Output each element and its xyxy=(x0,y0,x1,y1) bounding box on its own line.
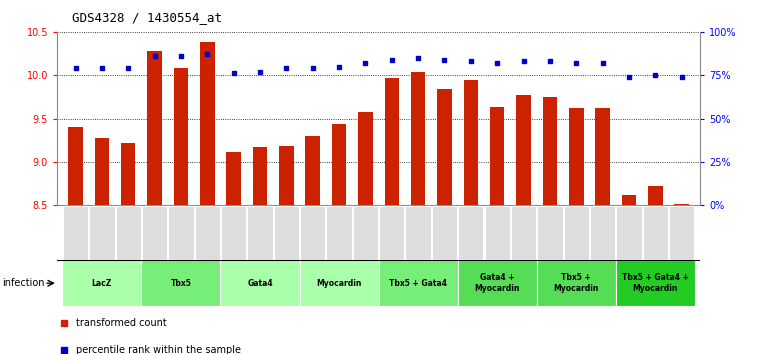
Text: Gata4: Gata4 xyxy=(247,279,272,288)
Bar xyxy=(537,206,562,259)
Bar xyxy=(353,206,378,259)
Bar xyxy=(305,136,320,205)
Text: LacZ: LacZ xyxy=(91,279,112,288)
Bar xyxy=(379,260,457,306)
Bar xyxy=(253,147,267,205)
Bar xyxy=(326,206,352,259)
Bar xyxy=(457,260,537,306)
Bar xyxy=(142,260,221,306)
Bar xyxy=(431,206,457,259)
Bar xyxy=(279,146,294,205)
Text: GDS4328 / 1430554_at: GDS4328 / 1430554_at xyxy=(72,11,222,24)
Bar xyxy=(669,206,694,259)
Bar xyxy=(616,206,642,259)
Bar xyxy=(221,260,300,306)
Bar xyxy=(569,108,584,205)
Bar xyxy=(174,68,188,205)
Bar xyxy=(300,260,379,306)
Bar xyxy=(274,206,299,259)
Text: Tbx5 +
Myocardin: Tbx5 + Myocardin xyxy=(553,274,599,293)
Bar xyxy=(94,138,109,205)
Bar xyxy=(62,260,142,306)
Bar xyxy=(384,78,399,205)
Bar xyxy=(68,127,83,205)
Bar xyxy=(643,206,668,259)
Bar xyxy=(537,260,616,306)
Bar xyxy=(485,206,510,259)
Bar xyxy=(564,206,589,259)
Bar xyxy=(490,107,505,205)
Text: infection: infection xyxy=(2,278,45,288)
Text: Gata4 +
Myocardin: Gata4 + Myocardin xyxy=(475,274,520,293)
Bar xyxy=(148,51,162,205)
Bar xyxy=(200,42,215,205)
Bar xyxy=(406,206,431,259)
Text: Myocardin: Myocardin xyxy=(317,279,361,288)
Bar xyxy=(227,152,241,205)
Bar xyxy=(142,206,167,259)
Bar xyxy=(458,206,483,259)
Bar xyxy=(89,206,114,259)
Bar xyxy=(379,206,404,259)
Text: Tbx5: Tbx5 xyxy=(170,279,191,288)
Text: transformed count: transformed count xyxy=(76,318,167,328)
Bar xyxy=(221,206,247,259)
Bar xyxy=(247,206,272,259)
Bar xyxy=(63,206,88,259)
Bar xyxy=(516,95,530,205)
Bar xyxy=(121,143,135,205)
Text: percentile rank within the sample: percentile rank within the sample xyxy=(76,344,241,354)
Bar xyxy=(595,108,610,205)
Text: Tbx5 + Gata4 +
Myocardin: Tbx5 + Gata4 + Myocardin xyxy=(622,274,689,293)
Bar xyxy=(438,89,452,205)
Bar xyxy=(463,80,478,205)
Bar xyxy=(622,195,636,205)
Bar xyxy=(616,260,695,306)
Bar xyxy=(543,97,557,205)
Bar xyxy=(358,112,373,205)
Text: Tbx5 + Gata4: Tbx5 + Gata4 xyxy=(389,279,447,288)
Bar xyxy=(648,186,663,205)
Bar xyxy=(411,72,425,205)
Bar xyxy=(332,124,346,205)
Bar xyxy=(195,206,220,259)
Bar xyxy=(116,206,141,259)
Bar xyxy=(168,206,193,259)
Bar xyxy=(674,204,689,205)
Bar xyxy=(300,206,326,259)
Bar xyxy=(590,206,615,259)
Bar xyxy=(511,206,537,259)
